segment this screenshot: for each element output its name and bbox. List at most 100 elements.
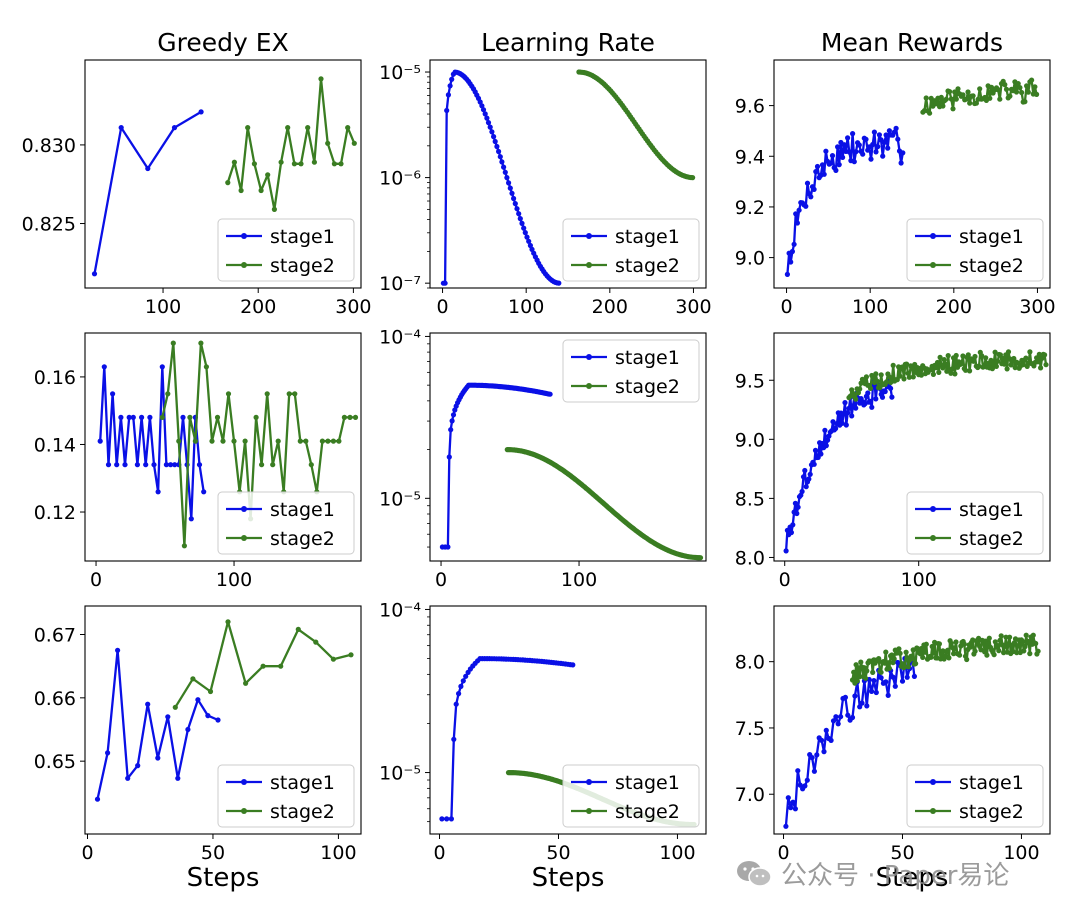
legend-swatch-marker: [241, 262, 247, 268]
series-line-stage1: [93, 110, 202, 275]
data-point-stage1: [821, 749, 827, 755]
data-point-stage1: [806, 476, 812, 482]
data-point-stage1: [873, 396, 879, 402]
data-point-stage1: [889, 394, 895, 400]
data-point-stage2: [278, 159, 284, 165]
legend: stage1 stage2: [562, 339, 700, 403]
data-point-stage2: [950, 106, 956, 112]
data-point-stage1: [155, 755, 161, 761]
data-point-stage2: [292, 391, 298, 397]
data-point-stage1: [215, 717, 221, 723]
legend-swatch-marker: [586, 262, 592, 268]
data-point-stage2: [1043, 362, 1049, 368]
data-point-stage1: [105, 462, 112, 468]
legend-item-stage2: stage2: [571, 376, 680, 398]
data-point-stage1: [504, 175, 510, 181]
data-point-stage2: [876, 656, 882, 662]
data-point-stage2: [955, 86, 961, 92]
data-point-stage1: [880, 153, 886, 159]
x-tick-label: 0: [81, 842, 93, 864]
data-point-stage1: [890, 674, 896, 680]
chart-panel-r0c2: Mean Rewards 0 100 200 300 9.0 9.2 9.4 9.6 stage1…: [735, 28, 1056, 318]
y-tick-label: 9.0: [735, 429, 765, 451]
series-stage1: [439, 382, 553, 550]
data-point-stage1: [527, 242, 534, 249]
data-point-stage1: [830, 718, 837, 724]
data-point-stage1: [783, 823, 789, 829]
data-point-stage1: [447, 83, 453, 89]
data-point-stage1: [485, 120, 492, 126]
data-point-stage2: [941, 357, 947, 363]
series-stage2: [172, 619, 354, 710]
data-point-stage2: [198, 340, 204, 346]
data-point-stage2: [308, 462, 314, 468]
y-tick-label: 0.65: [34, 751, 76, 773]
legend-swatch-marker: [586, 233, 592, 239]
legend-label: stage2: [959, 255, 1024, 277]
data-point-stage2: [977, 86, 983, 92]
data-point-stage2: [220, 438, 226, 444]
data-point-stage2: [928, 654, 934, 660]
data-point-stage1: [439, 816, 445, 822]
data-point-stage2: [936, 369, 942, 375]
legend-label: stage2: [270, 528, 335, 550]
data-point-stage2: [897, 650, 903, 657]
data-point-stage1: [814, 163, 821, 170]
watermark-text: 公众号 · Paper易论: [781, 861, 1010, 891]
data-point-stage2: [297, 438, 303, 444]
data-point-stage2: [874, 378, 880, 384]
data-point-stage2: [1034, 91, 1040, 97]
data-point-stage2: [967, 644, 973, 650]
y-tick-label: 10⁻⁶: [379, 168, 421, 190]
data-point-stage2: [909, 656, 915, 662]
data-point-stage1: [452, 407, 458, 413]
data-point-stage2: [927, 110, 933, 116]
data-point-stage2: [873, 371, 879, 377]
data-point-stage1: [494, 143, 500, 150]
data-point-stage1: [547, 391, 553, 397]
data-point-stage2: [920, 654, 926, 661]
data-point-stage2: [1017, 85, 1023, 91]
data-point-stage2: [1030, 632, 1036, 638]
data-point-stage2: [1001, 361, 1008, 367]
data-point-stage2: [1003, 634, 1009, 640]
data-point-stage2: [851, 669, 857, 675]
data-point-stage1: [451, 736, 457, 742]
data-point-stage2: [854, 678, 860, 684]
x-tick-label: 100: [1003, 842, 1039, 864]
data-point-stage2: [995, 358, 1001, 364]
data-point-stage1: [842, 400, 848, 406]
data-point-stage2: [245, 125, 251, 131]
y-tick-label: 9.5: [735, 370, 765, 392]
data-point-stage2: [945, 353, 951, 359]
y-tick-label: 0.12: [34, 502, 76, 524]
data-point-stage2: [251, 161, 257, 167]
data-point-stage2: [942, 361, 949, 367]
data-point-stage2: [243, 680, 249, 686]
data-point-stage1: [501, 164, 507, 170]
data-point-stage1: [879, 394, 886, 400]
data-point-stage1: [869, 688, 875, 695]
data-point-stage2: [983, 355, 989, 361]
data-point-stage1: [802, 783, 808, 789]
x-tick-label: 100: [320, 842, 356, 864]
series-stage2: [576, 69, 696, 181]
series-stage1: [91, 109, 204, 277]
data-point-stage2: [225, 391, 232, 397]
data-point-stage1: [118, 414, 124, 420]
series-stage2: [504, 447, 704, 561]
data-point-stage1: [849, 714, 856, 721]
y-tick-label: 8.0: [735, 547, 765, 569]
data-point-stage1: [911, 673, 918, 680]
data-point-stage2: [992, 639, 998, 645]
legend-label: stage2: [959, 528, 1024, 550]
y-tick-label: 10⁻⁴: [379, 326, 421, 348]
data-point-stage1: [829, 153, 836, 159]
data-point-stage1: [512, 201, 518, 207]
series-stage1: [97, 364, 207, 522]
data-point-stage2: [986, 635, 992, 641]
data-point-stage1: [804, 180, 811, 186]
legend-label: stage1: [959, 226, 1024, 248]
data-point-stage2: [1036, 351, 1042, 357]
data-point-stage1: [180, 414, 186, 420]
